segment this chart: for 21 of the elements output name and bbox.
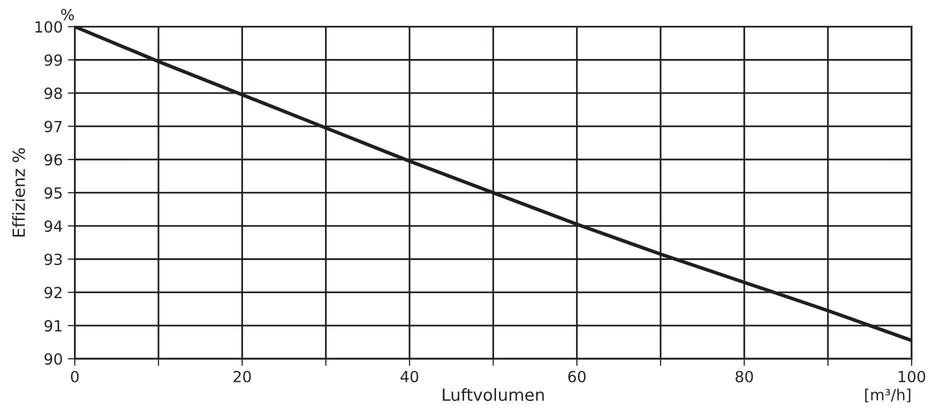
y-tick-label: 90 — [44, 353, 62, 365]
y-tick-label: 92 — [44, 286, 62, 298]
x-tick-label: 40 — [400, 370, 418, 382]
y-tick-label: 95 — [44, 187, 62, 199]
y-tick-label: 100 — [36, 21, 62, 33]
text: [m³/h] — [865, 388, 910, 402]
y-tick-label: 97 — [44, 120, 62, 132]
y-tick-label: 93 — [44, 254, 62, 266]
x-tick-label: 20 — [234, 370, 251, 382]
y-tick-label: 94 — [44, 220, 62, 232]
x-tick-label: 80 — [736, 370, 753, 382]
y-tick-label: 91 — [44, 320, 62, 332]
x-tick-label: 60 — [568, 370, 586, 382]
x-tick-label: 0 — [70, 370, 79, 382]
y-axis-title: Effizienz % — [12, 148, 26, 237]
text: % — [61, 8, 74, 20]
x-tick-label: 100 — [898, 370, 926, 382]
x-axis-title: Luftvolumen — [442, 388, 544, 402]
y-tick-label: 99 — [44, 54, 62, 66]
y-tick-label: 98 — [44, 88, 62, 100]
y-tick-label: 96 — [44, 154, 62, 166]
